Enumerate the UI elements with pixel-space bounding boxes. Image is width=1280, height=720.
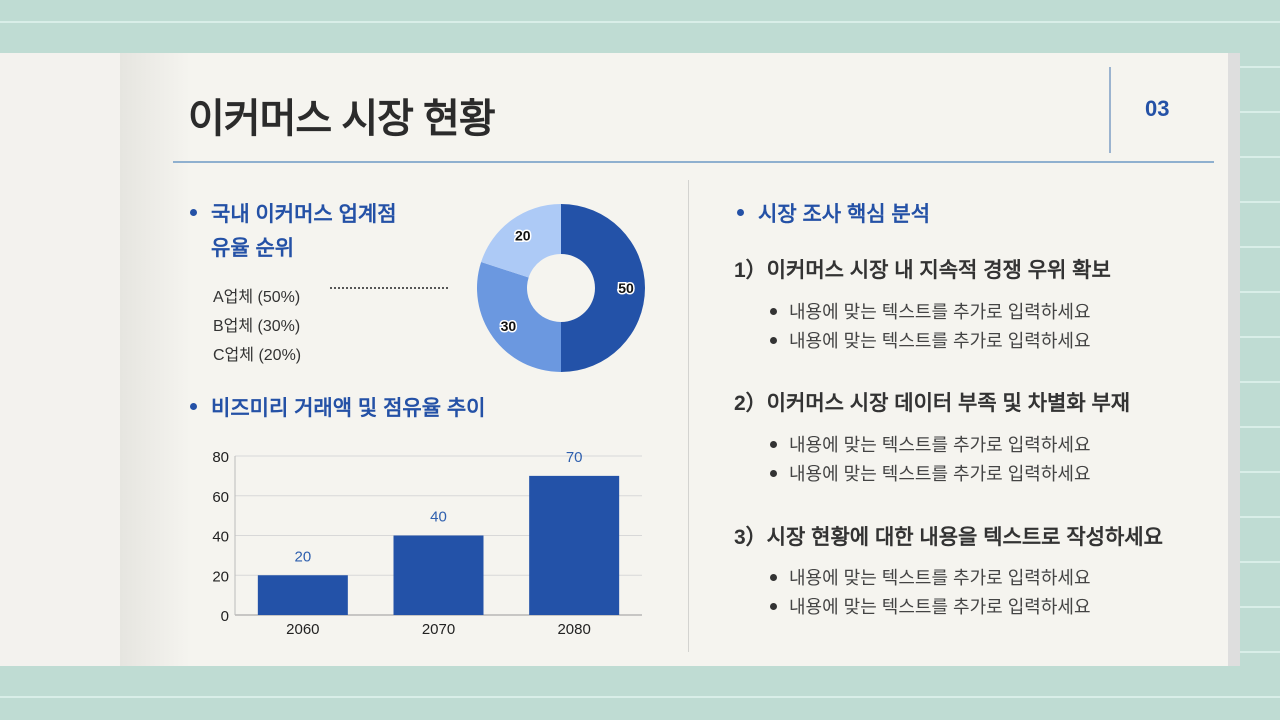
point-item-text: 내용에 맞는 텍스트를 추가로 입력하세요 — [789, 435, 1091, 455]
donut-data-label: 20 — [515, 227, 531, 243]
donut-chart: 50 30 20 — [477, 204, 645, 372]
bar-data-label: 20 — [294, 548, 311, 565]
bar — [393, 535, 484, 615]
page-title: 이커머스 시장 현황 — [188, 97, 496, 141]
header-divider — [1109, 67, 1111, 153]
column-divider — [688, 180, 689, 652]
legend-item: C업체 (20%) — [213, 347, 302, 364]
dotted-connector — [330, 287, 448, 289]
y-tick-label: 60 — [212, 489, 229, 506]
bullet-icon — [770, 307, 777, 315]
point-item: 내용에 맞는 텍스트를 추가로 입력하세요 — [770, 564, 1091, 590]
page-edge — [1228, 53, 1240, 666]
x-tick-label: 2070 — [422, 621, 455, 638]
x-tick-label: 2060 — [286, 621, 319, 638]
bullet-icon — [770, 573, 777, 581]
slide — [0, 53, 1240, 666]
point-heading: 2）이커머스 시장 데이터 부족 및 차별화 부재 — [734, 392, 1131, 415]
bullet-icon — [737, 208, 744, 216]
donut-slice — [481, 204, 561, 278]
bar — [257, 575, 348, 615]
legend-item: B업체 (30%) — [213, 318, 301, 335]
donut-slice — [477, 262, 561, 372]
bullet-icon — [770, 440, 777, 448]
analysis-title-text: 시장 조사 핵심 분석 — [758, 203, 931, 226]
x-tick-label: 2080 — [557, 621, 590, 638]
point-item: 내용에 맞는 텍스트를 추가로 입력하세요 — [770, 593, 1091, 619]
legend-item: A업체 (50%) — [213, 289, 301, 306]
y-tick-label: 40 — [212, 529, 229, 546]
point-item-text: 내용에 맞는 텍스트를 추가로 입력하세요 — [789, 597, 1091, 617]
page-shadow — [120, 53, 190, 666]
point-item-text: 내용에 맞는 텍스트를 추가로 입력하세요 — [789, 568, 1091, 588]
bullet-icon — [190, 402, 197, 410]
section-market-share-title: 국내 이커머스 업계점 유율 순위 — [190, 198, 397, 266]
bullet-icon — [770, 336, 777, 344]
bar-data-label: 40 — [430, 509, 447, 526]
y-tick-label: 0 — [221, 608, 229, 625]
bar-data-label: 70 — [566, 449, 583, 466]
point-item-text: 내용에 맞는 텍스트를 추가로 입력하세요 — [789, 302, 1091, 322]
page-number: 03 — [1145, 96, 1170, 121]
bar-chart: 0 20 40 60 80 20 2060 40 2070 70 2080 — [212, 449, 642, 638]
bullet-icon — [190, 208, 197, 216]
section-title-line2: 유율 순위 — [211, 237, 295, 260]
point-item: 내용에 맞는 텍스트를 추가로 입력하세요 — [770, 327, 1091, 353]
point-item: 내용에 맞는 텍스트를 추가로 입력하세요 — [770, 298, 1091, 324]
donut-slice — [561, 204, 645, 372]
point-item-text: 내용에 맞는 텍스트를 추가로 입력하세요 — [789, 331, 1091, 351]
bullet-icon — [770, 469, 777, 477]
section-transaction-title: 비즈미리 거래액 및 점유율 추이 — [190, 392, 486, 426]
point-item: 내용에 맞는 텍스트를 추가로 입력하세요 — [770, 431, 1091, 457]
point-item-text: 내용에 맞는 텍스트를 추가로 입력하세요 — [789, 464, 1091, 484]
donut-data-label: 50 — [618, 280, 634, 296]
section-title: 비즈미리 거래액 및 점유율 추이 — [211, 397, 486, 420]
header-rule — [173, 161, 1214, 163]
point-heading: 1）이커머스 시장 내 지속적 경쟁 우위 확보 — [734, 259, 1111, 282]
share-legend: A업체 (50%) B업체 (30%) C업체 (20%) — [213, 283, 301, 370]
y-tick-label: 80 — [212, 449, 229, 466]
page-left-margin — [0, 53, 120, 666]
section-title-line1: 국내 이커머스 업계점 — [211, 203, 397, 226]
point-item: 내용에 맞는 텍스트를 추가로 입력하세요 — [770, 460, 1091, 486]
bar — [529, 475, 620, 615]
donut-data-label: 30 — [501, 318, 517, 334]
y-tick-label: 20 — [212, 568, 229, 585]
bullet-icon — [770, 602, 777, 610]
analysis-title: 시장 조사 핵심 분석 — [737, 198, 930, 232]
point-heading: 3）시장 현황에 대한 내용을 텍스트로 작성하세요 — [734, 526, 1163, 549]
